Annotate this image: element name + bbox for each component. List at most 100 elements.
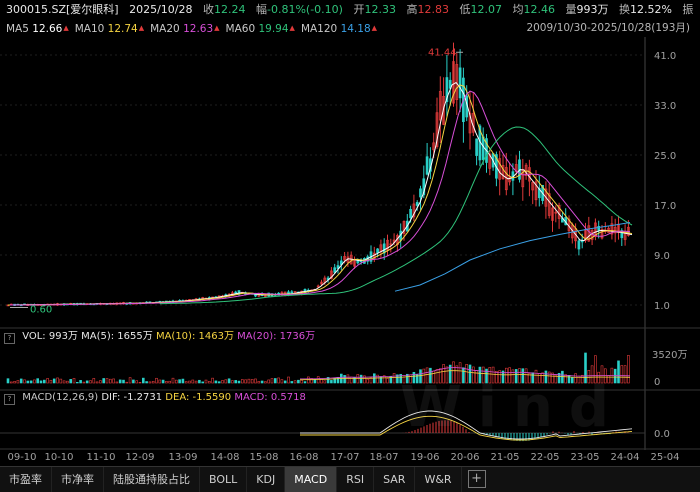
volume-bar: [396, 374, 399, 384]
candle-body: [587, 225, 591, 242]
collapse-icon[interactable]: ?: [4, 394, 15, 405]
volume-bar: [452, 361, 455, 384]
up-arrow-icon: ▲: [371, 24, 378, 32]
add-tab-icon[interactable]: +: [467, 470, 486, 488]
volume-bar: [208, 381, 211, 384]
tab-市盈率[interactable]: 市盈率: [0, 467, 52, 492]
macd-header: ? MACD(12,26,9) DIF: -1.2731 DEA: -1.559…: [0, 390, 700, 406]
volume-bar: [465, 364, 469, 384]
volume-bar: [590, 365, 594, 384]
date-tick: 18-07: [369, 452, 399, 463]
price-tick: 25.0: [654, 151, 676, 162]
volume-bar: [442, 364, 445, 384]
volume-bar: [524, 368, 528, 384]
candle-body: [333, 267, 337, 273]
tab-kdj[interactable]: KDJ: [247, 467, 286, 492]
volume-bar: [52, 378, 56, 384]
volume-bar: [544, 370, 548, 384]
candle-body: [551, 207, 554, 221]
volume-bar: [471, 366, 475, 384]
tab-boll[interactable]: BOLL: [200, 467, 248, 492]
candle-body: [531, 181, 535, 191]
volume-bar: [438, 368, 442, 384]
volume-bar: [617, 360, 620, 384]
volume-bar: [584, 352, 587, 384]
ma-label: MA10: [74, 23, 108, 35]
volume-bar: [82, 381, 86, 384]
volume-bar: [528, 373, 531, 384]
volume-bar: [244, 379, 247, 384]
volume-bar: [221, 380, 224, 384]
candle-body: [488, 153, 492, 169]
candle-body: [481, 136, 485, 160]
volume-bar: [95, 381, 99, 384]
open-price: 12.33: [364, 3, 396, 16]
volume-bar: [171, 377, 175, 384]
candle-body: [432, 142, 436, 151]
volume-bar: [237, 380, 241, 384]
min-price-label: 0.60: [30, 305, 52, 316]
volume-bar: [564, 374, 568, 384]
date-tick: 12-09: [125, 452, 155, 463]
ma120-line: [394, 222, 631, 292]
indicator-tabs: 市盈率 市净率 陆股通持股占比 BOLL KDJ MACD RSI SAR W&R +: [0, 466, 700, 492]
candle-body: [547, 193, 551, 216]
ma-value: 12.66: [32, 23, 63, 35]
low-price: 12.07: [470, 3, 502, 16]
volume-bar: [138, 382, 142, 384]
volume-bar: [435, 369, 439, 384]
kline-chart[interactable]: 41.0 33.0 25.0 17.0 9.0 1.0 3520万 0 0.0 41.44 0.60: [0, 37, 700, 450]
volume-bar: [128, 377, 132, 384]
candle-body: [452, 61, 455, 104]
volume-bar: [188, 380, 191, 384]
candle-body: [600, 229, 604, 239]
avg-price: 12.46: [523, 3, 555, 16]
volume-bar: [623, 365, 627, 384]
volume-bar: [386, 378, 389, 384]
volume-bar: [488, 367, 492, 384]
vol-ma10-line: [299, 370, 631, 381]
volume-bar: [158, 379, 162, 384]
volume-bar: [257, 381, 261, 384]
date-tick: 19-06: [410, 452, 440, 463]
collapse-icon[interactable]: ?: [4, 333, 15, 344]
up-arrow-icon: ▲: [138, 24, 145, 32]
tab-rsi[interactable]: RSI: [337, 467, 375, 492]
volume-bar: [620, 365, 624, 384]
vol-ma5: MA(5): 1655万: [81, 331, 153, 342]
volume-bar: [16, 380, 20, 384]
candle-body: [458, 67, 462, 99]
volume-bar: [264, 381, 267, 384]
volume-bar: [204, 379, 208, 384]
volume-bar: [501, 370, 505, 384]
vol-value: VOL: 993万: [22, 331, 78, 342]
vol-ma20: MA(20): 1736万: [237, 331, 316, 342]
tab-陆股通持股占比[interactable]: 陆股通持股占比: [104, 467, 200, 492]
volume-bar: [151, 381, 155, 384]
tab-sar[interactable]: SAR: [374, 467, 416, 492]
volume-bar: [125, 381, 129, 384]
date-tick: 25-04: [650, 452, 680, 463]
candle-body: [425, 156, 429, 175]
candle-body: [343, 256, 346, 261]
volume-bar: [26, 380, 30, 384]
ma-label: MA5: [6, 23, 33, 35]
stock-code[interactable]: 300015.SZ[爱尔眼科]: [6, 3, 119, 16]
volume-bar: [267, 379, 271, 384]
volume-bar: [122, 379, 125, 384]
volume-bar: [495, 370, 498, 384]
volume-bar: [118, 379, 122, 384]
candle-body: [613, 226, 617, 234]
tab-macd[interactable]: MACD: [285, 467, 338, 492]
volume-bar: [597, 371, 601, 384]
volume-bar: [521, 368, 525, 384]
volume-bar: [211, 377, 214, 384]
volume-bar: [336, 376, 340, 384]
macd-tick: 0.0: [654, 429, 670, 440]
date-tick: 20-06: [450, 452, 480, 463]
ma-value: 19.94: [258, 23, 289, 35]
volume-bar: [178, 379, 181, 384]
tab-市净率[interactable]: 市净率: [52, 467, 104, 492]
date-range: 2009/10/30-2025/10/28(193月): [526, 22, 690, 34]
tab-w&r[interactable]: W&R: [415, 467, 462, 492]
